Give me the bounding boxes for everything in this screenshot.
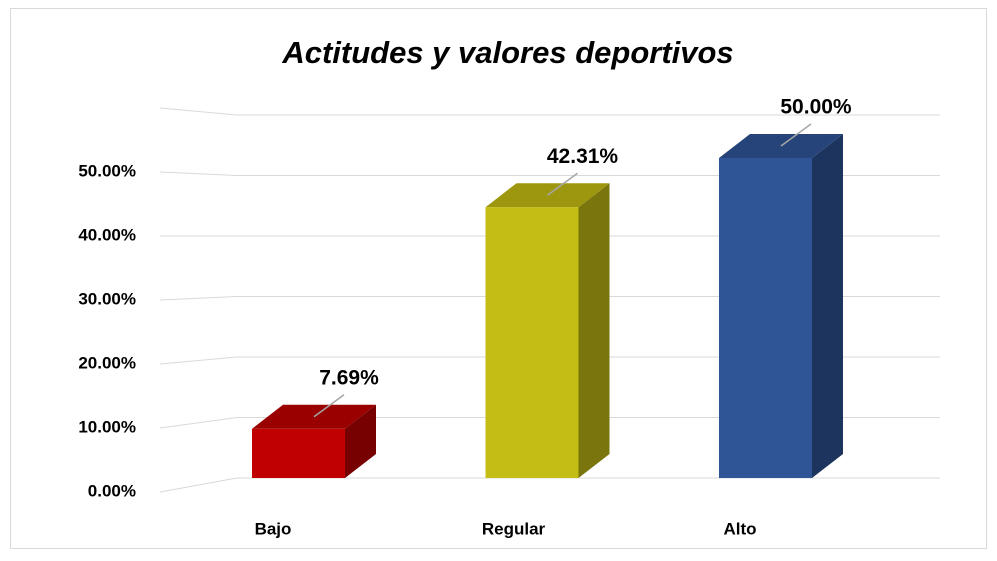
data-label: 7.69% [319, 366, 379, 389]
grid-line [159, 107, 238, 116]
data-label: 50.00% [780, 96, 852, 119]
x-tick-label: Alto [723, 519, 756, 538]
y-tick-label: 50.00% [78, 161, 136, 180]
y-tick-label: 30.00% [78, 289, 136, 308]
bar [485, 207, 579, 478]
bar-side [812, 134, 843, 478]
grid-line [159, 296, 238, 301]
y-tick-label: 40.00% [78, 225, 136, 244]
bar-side [345, 404, 376, 478]
grid-line [159, 417, 238, 429]
grid-line [159, 356, 238, 365]
leader-line [780, 123, 812, 147]
chart-title: Actitudes y valores deportivos [281, 35, 733, 70]
leader-line [547, 172, 578, 196]
grid-line [159, 171, 238, 176]
grid-line [159, 477, 238, 493]
leader-line [313, 394, 345, 418]
y-tick-label: 0.00% [88, 481, 136, 500]
y-tick-label: 20.00% [78, 353, 136, 372]
y-tick-label: 10.00% [78, 417, 136, 436]
x-tick-label: Regular [482, 519, 546, 538]
bar [252, 428, 345, 478]
x-tick-label: Bajo [255, 519, 292, 538]
data-label: 42.31% [547, 145, 619, 168]
bar-side [578, 183, 610, 478]
bar [719, 158, 812, 478]
